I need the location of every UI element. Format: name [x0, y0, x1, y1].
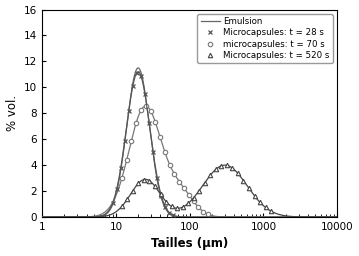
Microcapsules: t = 520 s: (67.4, 0.672): t = 520 s: (67.4, 0.672): [175, 207, 179, 210]
microcapsules: t = 70 s: (21.8, 8.22): t = 70 s: (21.8, 8.22): [139, 109, 143, 112]
microcapsules: t = 70 s: (29.5, 8.2): t = 70 s: (29.5, 8.2): [148, 109, 153, 112]
Emulsion: [335, 216, 339, 219]
microcapsules: t = 70 s: (177, 0.213): t = 70 s: (177, 0.213): [206, 213, 210, 216]
Microcapsules: t = 520 s: (900, 1.13): t = 520 s: (900, 1.13): [258, 201, 262, 204]
Microcapsules: t = 520 s: (56.7, 0.814): t = 520 s: (56.7, 0.814): [169, 205, 174, 208]
Microcapsules: t = 28 s: (46.8, 0.785): t = 28 s: (46.8, 0.785): [163, 205, 168, 208]
Microcapsules: t = 520 s: (23.9, 2.89): t = 520 s: (23.9, 2.89): [142, 178, 146, 181]
Emulsion: [136, 66, 140, 69]
Line: microcapsules: t = 70 s: microcapsules: t = 70 s: [120, 104, 210, 217]
Microcapsules: t = 520 s: (190, 3.22): t = 520 s: (190, 3.22): [208, 174, 213, 177]
Microcapsules: t = 28 s: (14.9, 8.16): t = 28 s: (14.9, 8.16): [127, 110, 131, 113]
Microcapsules: t = 28 s: (60.2, 0.129): t = 28 s: (60.2, 0.129): [171, 214, 176, 217]
Microcapsules: t = 28 s: (41.1, 1.66): t = 28 s: (41.1, 1.66): [159, 194, 163, 197]
microcapsules: t = 70 s: (72.3, 2.74): t = 70 s: (72.3, 2.74): [177, 180, 181, 183]
Microcapsules: t = 520 s: (134, 2.04): t = 520 s: (134, 2.04): [197, 189, 201, 192]
Microcapsules: t = 520 s: (226, 3.68): t = 520 s: (226, 3.68): [214, 168, 218, 171]
Emulsion: [153, 168, 158, 171]
Microcapsules: t = 520 s: (47.8, 1.2): t = 520 s: (47.8, 1.2): [164, 200, 168, 203]
Microcapsules: t = 520 s: (40.2, 1.76): t = 520 s: (40.2, 1.76): [158, 193, 163, 196]
microcapsules: t = 70 s: (25.4, 8.56): t = 70 s: (25.4, 8.56): [144, 104, 148, 108]
microcapsules: t = 70 s: (18.8, 7.26): t = 70 s: (18.8, 7.26): [134, 121, 138, 124]
Microcapsules: t = 520 s: (17, 2.04): t = 520 s: (17, 2.04): [131, 189, 135, 192]
Microcapsules: t = 520 s: (451, 3.36): t = 520 s: (451, 3.36): [236, 172, 240, 175]
Microcapsules: t = 520 s: (33.9, 2.36): t = 520 s: (33.9, 2.36): [153, 185, 157, 188]
Microcapsules: t = 520 s: (80.3, 0.765): t = 520 s: (80.3, 0.765): [181, 206, 185, 209]
microcapsules: t = 70 s: (13.9, 4.38): t = 70 s: (13.9, 4.38): [125, 159, 129, 162]
Microcapsules: t = 520 s: (536, 2.81): t = 520 s: (536, 2.81): [241, 179, 246, 182]
microcapsules: t = 70 s: (97.4, 1.71): t = 70 s: (97.4, 1.71): [187, 193, 191, 196]
Microcapsules: t = 520 s: (28.4, 2.8): t = 520 s: (28.4, 2.8): [147, 179, 151, 182]
Microcapsules: t = 28 s: (10.2, 2.13): t = 28 s: (10.2, 2.13): [115, 188, 119, 191]
Microcapsules: t = 28 s: (53, 0.337): t = 28 s: (53, 0.337): [167, 211, 172, 214]
Microcapsules: t = 28 s: (8.99, 1.06): t = 28 s: (8.99, 1.06): [110, 202, 115, 205]
X-axis label: Tailles (μm): Tailles (μm): [151, 238, 228, 250]
Microcapsules: t = 28 s: (28.2, 7.27): t = 28 s: (28.2, 7.27): [147, 121, 151, 124]
Microcapsules: t = 520 s: (12, 0.813): t = 520 s: (12, 0.813): [120, 205, 124, 208]
microcapsules: t = 70 s: (113, 1.2): t = 70 s: (113, 1.2): [191, 200, 196, 203]
Emulsion: [298, 216, 302, 219]
Microcapsules: t = 520 s: (758, 1.63): t = 520 s: (758, 1.63): [252, 194, 257, 197]
microcapsules: t = 70 s: (132, 0.756): t = 70 s: (132, 0.756): [196, 206, 201, 209]
microcapsules: t = 70 s: (153, 0.424): t = 70 s: (153, 0.424): [201, 210, 205, 213]
Line: Emulsion: Emulsion: [42, 68, 337, 217]
microcapsules: t = 70 s: (34.2, 7.32): t = 70 s: (34.2, 7.32): [153, 121, 158, 124]
Microcapsules: t = 28 s: (32, 4.99): t = 28 s: (32, 4.99): [151, 151, 155, 154]
microcapsules: t = 70 s: (16.2, 5.9): t = 70 s: (16.2, 5.9): [129, 139, 134, 142]
microcapsules: t = 70 s: (39.7, 6.15): t = 70 s: (39.7, 6.15): [158, 136, 162, 139]
Microcapsules: t = 520 s: (95.4, 1.05): t = 520 s: (95.4, 1.05): [186, 202, 190, 205]
Microcapsules: t = 28 s: (36.2, 3.05): t = 28 s: (36.2, 3.05): [155, 176, 159, 179]
Microcapsules: t = 28 s: (11.6, 3.75): t = 28 s: (11.6, 3.75): [118, 167, 123, 170]
Microcapsules: t = 28 s: (17, 10.1): t = 28 s: (17, 10.1): [131, 84, 135, 87]
Emulsion: [91, 215, 95, 218]
Microcapsules: t = 520 s: (320, 3.98): t = 520 s: (320, 3.98): [225, 164, 229, 167]
Microcapsules: t = 28 s: (21.8, 10.9): t = 28 s: (21.8, 10.9): [139, 74, 143, 77]
microcapsules: t = 70 s: (53.5, 4.04): t = 70 s: (53.5, 4.04): [168, 163, 172, 166]
Microcapsules: t = 28 s: (19.2, 11.1): t = 28 s: (19.2, 11.1): [135, 71, 139, 74]
microcapsules: t = 70 s: (46.2, 4.99): t = 70 s: (46.2, 4.99): [163, 151, 167, 154]
Microcapsules: t = 520 s: (268, 3.95): t = 520 s: (268, 3.95): [219, 164, 223, 167]
Microcapsules: t = 520 s: (1.07e+03, 0.737): t = 520 s: (1.07e+03, 0.737): [264, 206, 268, 209]
microcapsules: t = 70 s: (12, 2.97): t = 70 s: (12, 2.97): [120, 177, 124, 180]
Emulsion: [329, 216, 334, 219]
Microcapsules: t = 520 s: (1.27e+03, 0.452): t = 520 s: (1.27e+03, 0.452): [269, 210, 273, 213]
Microcapsules: t = 28 s: (13.2, 5.87): t = 28 s: (13.2, 5.87): [122, 140, 127, 143]
Microcapsules: t = 520 s: (20.2, 2.6): t = 520 s: (20.2, 2.6): [136, 182, 141, 185]
Microcapsules: t = 520 s: (160, 2.65): t = 520 s: (160, 2.65): [202, 181, 207, 184]
Emulsion: [40, 216, 45, 219]
Emulsion: [166, 211, 170, 214]
Microcapsules: t = 28 s: (24.8, 9.47): t = 28 s: (24.8, 9.47): [143, 93, 147, 96]
Microcapsules: t = 520 s: (636, 2.21): t = 520 s: (636, 2.21): [247, 187, 251, 190]
Microcapsules: t = 520 s: (380, 3.77): t = 520 s: (380, 3.77): [230, 167, 234, 170]
Line: Microcapsules: t = 28 s: Microcapsules: t = 28 s: [110, 70, 176, 218]
Line: Microcapsules: t = 520 s: Microcapsules: t = 520 s: [120, 163, 273, 214]
microcapsules: t = 70 s: (84.1, 2.22): t = 70 s: (84.1, 2.22): [182, 187, 186, 190]
Emulsion: [74, 216, 78, 219]
microcapsules: t = 70 s: (62.2, 3.31): t = 70 s: (62.2, 3.31): [172, 173, 177, 176]
Microcapsules: t = 520 s: (113, 1.49): t = 520 s: (113, 1.49): [191, 196, 196, 199]
Legend: Emulsion, Microcapsules: t = 28 s, microcapsules: t = 70 s, Microcapsules: t = 5: Emulsion, Microcapsules: t = 28 s, micro…: [197, 14, 333, 63]
Y-axis label: % vol.: % vol.: [5, 95, 19, 131]
Microcapsules: t = 520 s: (14.2, 1.38): t = 520 s: (14.2, 1.38): [125, 198, 130, 201]
